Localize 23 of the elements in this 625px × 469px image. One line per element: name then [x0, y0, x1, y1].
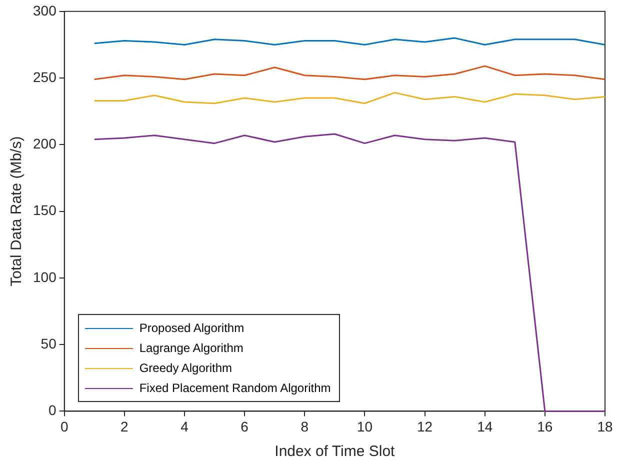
x-tick-label: 16: [537, 418, 553, 434]
y-tick-label: 300: [33, 2, 57, 18]
y-axis-title: Total Data Rate (Mb/s): [8, 136, 26, 286]
x-tick-label: 10: [356, 418, 373, 434]
x-axis-title: Index of Time Slot: [274, 443, 396, 460]
x-tick-label: 12: [416, 418, 433, 434]
x-tick-label: 2: [120, 418, 129, 434]
y-tick-label: 200: [33, 136, 57, 152]
x-tick-label: 6: [240, 418, 249, 434]
y-tick-label: 150: [33, 202, 57, 218]
legend-label: Fixed Placement Random Algorithm: [139, 380, 331, 398]
x-tick-label: 4: [180, 418, 189, 434]
x-tick-label: 18: [597, 418, 613, 434]
y-tick-label: 50: [40, 335, 57, 352]
legend-label: Proposed Algorithm: [139, 320, 244, 338]
x-tick-label: 8: [300, 418, 309, 434]
x-tick-label: 14: [477, 418, 493, 434]
y-tick-label: 250: [33, 68, 57, 85]
y-tick-label: 100: [33, 268, 57, 285]
y-tick-label: 0: [48, 402, 57, 418]
legend-label: Greedy Algorithm: [139, 360, 232, 378]
x-tick-label: 0: [60, 418, 68, 434]
legend-label: Lagrange Algorithm: [139, 340, 244, 358]
